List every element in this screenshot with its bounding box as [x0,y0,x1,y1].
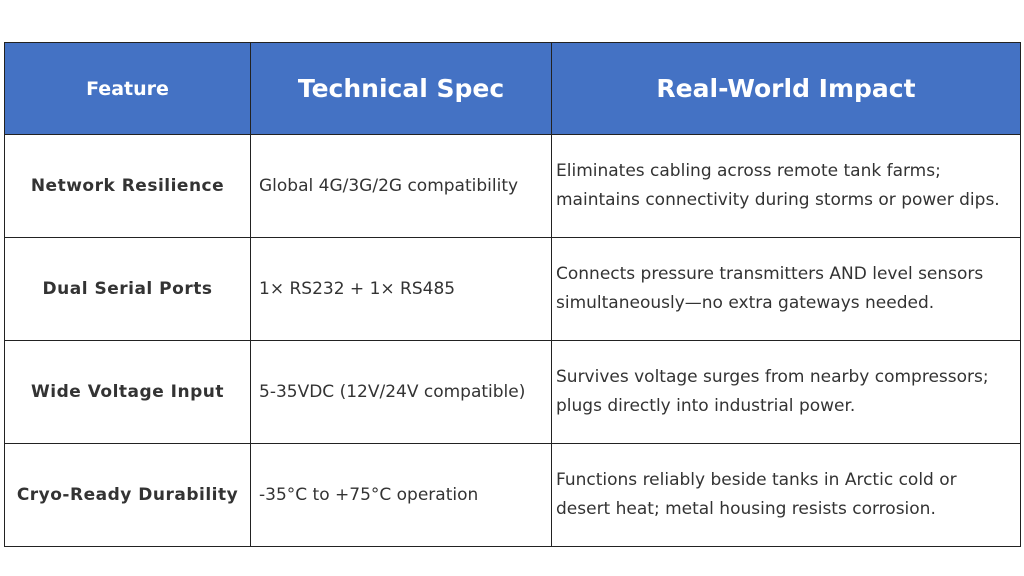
cell-line: Survives voltage surges from nearby comp… [556,367,989,387]
header-cell: Real-World Impact [551,42,1021,135]
cell-line: Connects pressure transmitters AND level… [556,264,984,284]
cell: Dual Serial Ports [4,237,251,341]
cell: Connects pressure transmitters AND level… [551,237,1021,341]
row: Network Resilience Global 4G/3G/2G compat… [4,134,1021,238]
cell-line: desert heat; metal housing resists corro… [556,499,936,519]
cell: Wide Voltage Input [4,340,251,444]
header-cell: Feature [4,42,251,135]
row: Dual Serial Ports 1× RS232 + 1× RS485 Conn… [4,237,1021,341]
cell: Functions reliably beside tanks in Arcti… [551,443,1021,547]
cell-line: maintains connectivity during storms or … [556,190,1000,210]
header-cell: Technical Spec [250,42,552,135]
spec-table: Feature Technical Spec Real-World Impact… [4,42,1021,547]
cell-line: plugs directly into industrial power. [556,396,856,416]
cell: Cryo-Ready Durability [4,443,251,547]
cell: -35°C to +75°C operation [250,443,552,547]
cell: Survives voltage surges from nearby comp… [551,340,1021,444]
cell-line: simultaneously—no extra gateways needed. [556,293,935,313]
cell: 1× RS232 + 1× RS485 [250,237,552,341]
cell-line: Functions reliably beside tanks in Arcti… [556,470,957,490]
row: Wide Voltage Input 5-35VDC (12V/24V compa… [4,340,1021,444]
cell: 5-35VDC (12V/24V compatible) [250,340,552,444]
cell: Global 4G/3G/2G compatibility [250,134,552,238]
cell-line: Eliminates cabling across remote tank fa… [556,161,941,181]
header-row: Feature Technical Spec Real-World Impact [4,42,1021,135]
cell: Network Resilience [4,134,251,238]
cell: Eliminates cabling across remote tank fa… [551,134,1021,238]
row: Cryo-Ready Durability -35°C to +75°C oper… [4,443,1021,547]
